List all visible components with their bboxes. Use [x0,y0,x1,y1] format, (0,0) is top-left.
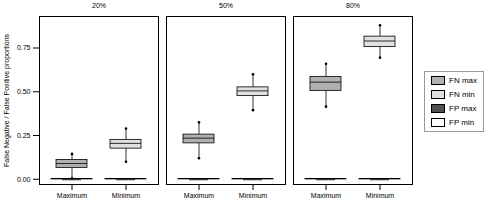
html-text:FN max: FN max [449,75,477,85]
svg-text:20%: 20% [92,2,106,9]
svg-text:0.25: 0.25 [17,132,31,139]
html-text:FP max: FP max [449,103,477,113]
svg-text:Maximum: Maximum [57,192,88,199]
svg-text:Maximum: Maximum [311,192,342,199]
svg-text:0.75: 0.75 [17,44,31,51]
svg-text:80%: 80% [346,2,360,9]
svg-text:50%: 50% [219,2,233,9]
html-text:FN min: FN min [449,89,475,99]
html-text:FP min: FP min [449,117,475,127]
svg-text:Minimum: Minimum [239,192,268,199]
svg-text:Minimum: Minimum [366,192,395,199]
svg-text:Minimum: Minimum [112,192,141,199]
svg-text:Maximum: Maximum [184,192,215,199]
svg-text:0.00: 0.00 [17,175,31,182]
svg-text:0.50: 0.50 [17,88,31,95]
svg-text:False Negative / False Positiv: False Negative / False Positive proporti… [3,33,11,167]
